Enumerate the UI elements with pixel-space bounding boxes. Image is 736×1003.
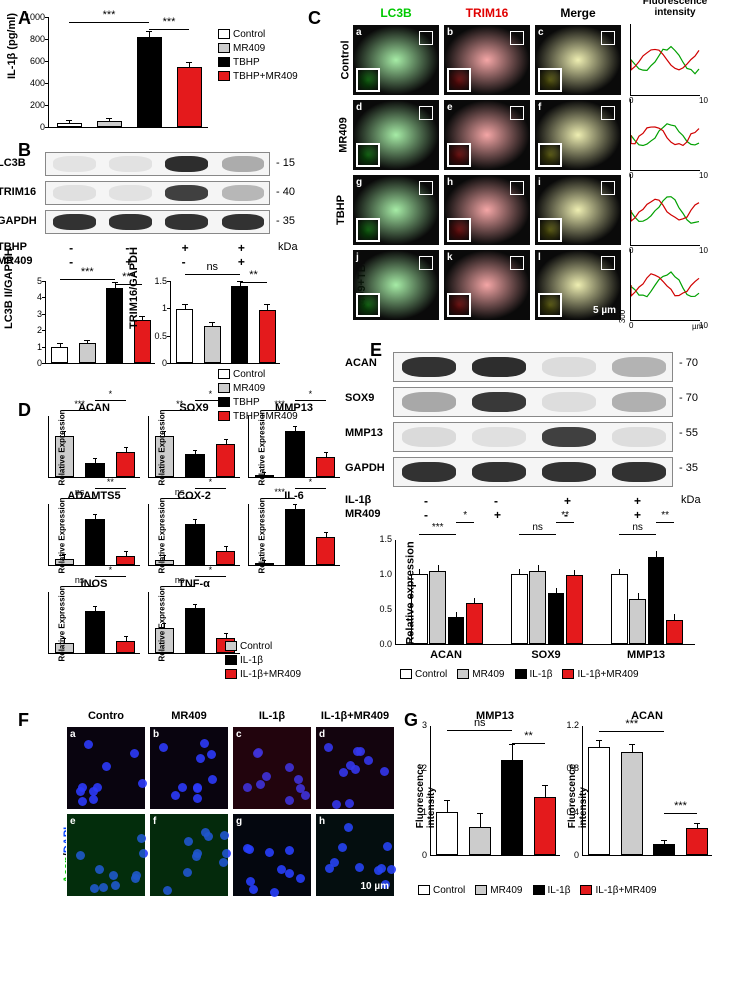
y-axis-label: TRIM16/GAPDH (128, 317, 140, 329)
column-header: Merge (534, 6, 622, 20)
legend: ControlMR409IL-1βIL-1β+MR409 (400, 664, 649, 682)
microscopy-image: i (534, 174, 622, 246)
bar (204, 326, 221, 363)
microscopy-image: b (443, 24, 531, 96)
western-blot-row (393, 457, 673, 487)
legend: ControlMR409IL-1βIL-1β+MR409 (418, 880, 667, 898)
microscopy-image: e (443, 99, 531, 171)
chart-title: MMP13 (430, 710, 560, 722)
grouped-bar-chart: 0.00.51.01.5ACAN****SOX9ns**MMP13ns** (395, 540, 695, 645)
row-label: MR409 (338, 117, 350, 152)
bar-chart: 00.511.5ns** (170, 282, 280, 364)
column-header: Contro (66, 710, 146, 722)
blot-label: MMP13 (345, 427, 383, 439)
intensity-trace: 100 (630, 174, 700, 246)
panel-label-d: D (18, 400, 31, 421)
mw-marker: - 70 (679, 392, 736, 404)
intensity-trace: 100 (630, 24, 700, 96)
blot-label: GAPDH (0, 215, 37, 227)
condition-label: MR409 (345, 508, 380, 520)
blot-label: TRIM16 (0, 186, 36, 198)
western-blot-row (393, 352, 673, 382)
microscopy-image: f (149, 813, 229, 897)
bar (51, 347, 68, 363)
western-blot-row (45, 210, 270, 234)
bar (97, 121, 122, 127)
microscopy-image: g (352, 174, 440, 246)
bar-chart: 0123ns** (430, 726, 560, 856)
bar (176, 309, 193, 363)
row-label: Control (340, 40, 352, 79)
microscopy-image: c (232, 726, 312, 810)
microscopy-image: g (232, 813, 312, 897)
row-label: TBHP (335, 195, 347, 225)
bar (259, 310, 276, 363)
intensity-trace: 100 (630, 249, 700, 321)
microscopy-image: a (66, 726, 146, 810)
bar (57, 123, 82, 127)
microscopy-image: f (534, 99, 622, 171)
blot-label: ACAN (345, 357, 377, 369)
bar (177, 67, 202, 127)
column-header: MR409 (149, 710, 229, 722)
bar (137, 37, 162, 127)
chart-title: ACAN (582, 710, 712, 722)
western-blot-row (45, 181, 270, 205)
bar-chart: 00.40.81.2****** (582, 726, 712, 856)
microscopy-image: j (352, 249, 440, 321)
blot-label: SOX9 (345, 392, 374, 404)
panel-label-f: F (18, 710, 29, 731)
bar (79, 343, 96, 363)
blot-label: GAPDH (345, 462, 385, 474)
microscopy-image: c (534, 24, 622, 96)
microscopy-image: e (66, 813, 146, 897)
trace-title: Fluorescence intensity (630, 0, 720, 18)
microscopy-image: d (352, 99, 440, 171)
microscopy-image: a (352, 24, 440, 96)
mw-marker: - 70 (679, 357, 736, 369)
column-header: IL-1β (232, 710, 312, 722)
y-axis-label: LC3B II/GAPDH (3, 317, 15, 329)
microscopy-image: h10 µm (315, 813, 395, 897)
microscopy-image: b (149, 726, 229, 810)
legend: ControlIL-1βIL-1β+MR409 (225, 640, 301, 682)
microscopy-image: k (443, 249, 531, 321)
mw-marker: - 55 (679, 427, 736, 439)
blot-label: LC3B (0, 157, 26, 169)
microscopy-image: l5 µm (534, 249, 622, 321)
mw-marker: - 35 (679, 462, 736, 474)
microscopy-image: d (315, 726, 395, 810)
legend: ControlMR409TBHPTBHP+MR409 (218, 28, 298, 84)
western-blot-row (393, 422, 673, 452)
western-blot-row (393, 387, 673, 417)
condition-label: IL-1β (345, 494, 371, 506)
bar-chart: 02004006008001000****** (48, 18, 208, 128)
bar (231, 286, 248, 363)
y-axis-label: IL-1β (pg/ml) (6, 67, 18, 79)
microscopy-image: h (443, 174, 531, 246)
bar (106, 288, 123, 363)
panel-label-c: C (308, 8, 321, 29)
western-blot-row (45, 152, 270, 176)
column-header: IL-1β+MR409 (315, 710, 395, 722)
intensity-trace: 100 (630, 99, 700, 171)
column-header: LC3B (352, 6, 440, 20)
column-header: TRIM16 (443, 6, 531, 20)
